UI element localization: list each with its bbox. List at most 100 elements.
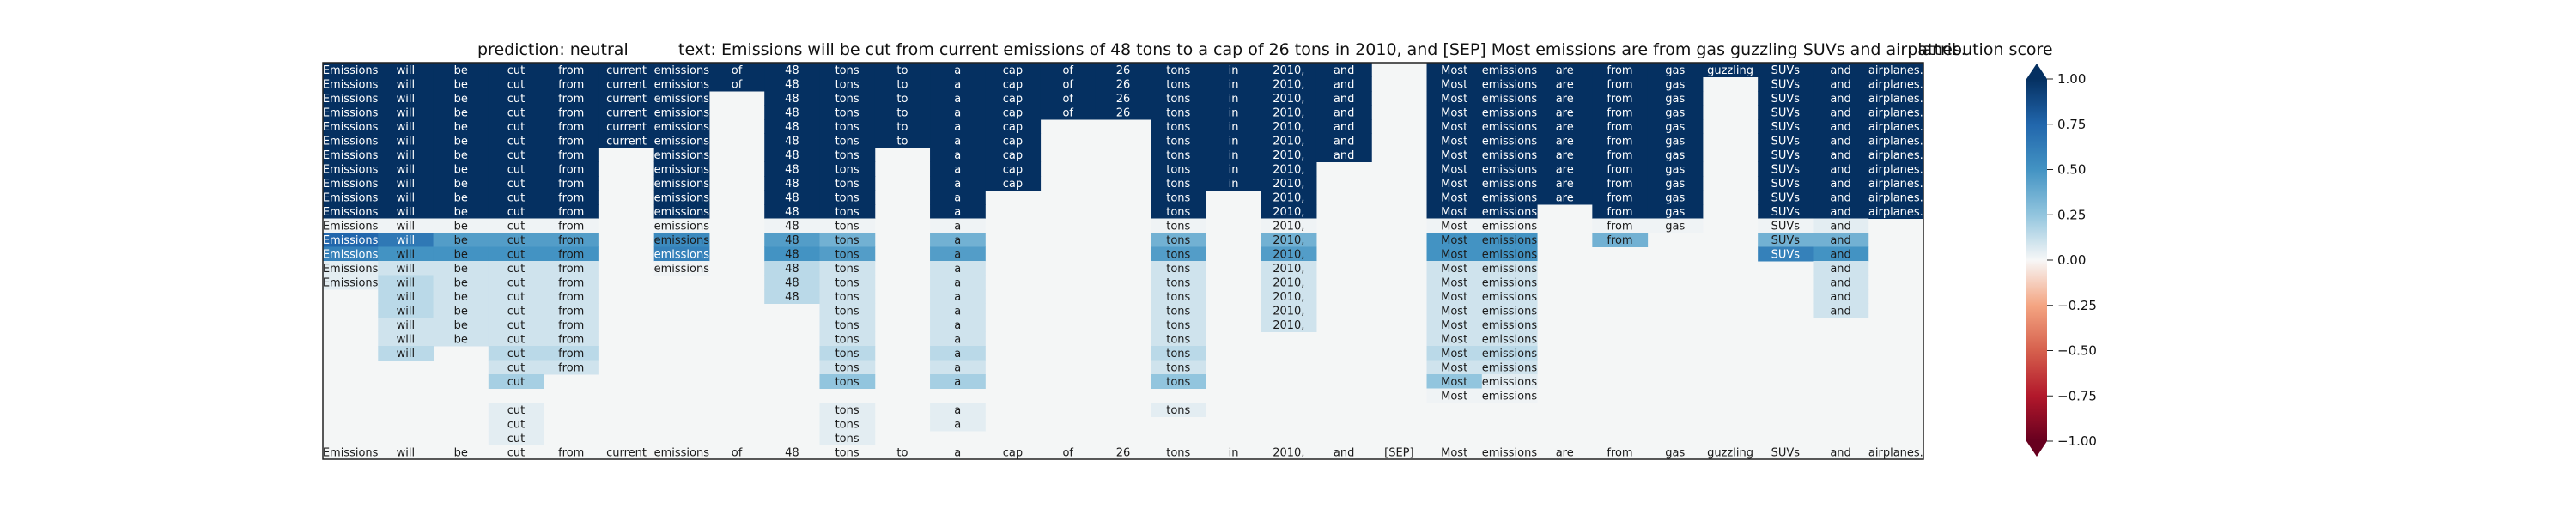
heatmap-cell <box>1481 246 1538 262</box>
heatmap-cell <box>1758 233 1814 247</box>
heatmap-cell <box>488 119 544 134</box>
heatmap-cell <box>1592 204 1649 219</box>
cell-token-label: and <box>1830 263 1850 276</box>
heatmap-cell <box>1261 275 1317 290</box>
cell-token-label: tons <box>1166 291 1190 304</box>
heatmap-cell <box>1813 105 1869 120</box>
cell-token-label: Most <box>1441 178 1467 191</box>
cell-token-label: Most <box>1441 248 1467 261</box>
cell-token-label: Most <box>1441 333 1467 346</box>
cell-token-label: will <box>397 333 415 346</box>
heatmap-cell <box>1315 63 1372 77</box>
cell-token-label: gas <box>1665 78 1685 91</box>
cell-token-label: Most <box>1441 276 1467 289</box>
cell-token-label: cut <box>507 191 525 204</box>
heatmap-cell <box>544 331 599 347</box>
cell-token-label: airplanes. <box>1868 135 1923 148</box>
heatmap-cell <box>1481 374 1538 389</box>
cell-token-label: will <box>397 163 415 176</box>
heatmap-cell <box>598 63 655 77</box>
heatmap-cell <box>488 275 544 290</box>
heatmap-cell <box>653 119 710 134</box>
heatmap-cell <box>1647 105 1704 120</box>
cell-token-label: be <box>454 206 468 219</box>
cell-token-label: tons <box>835 106 860 119</box>
cell-token-label: a <box>954 404 961 417</box>
cell-token-label: Emissions <box>323 263 379 276</box>
cell-token-label: from <box>558 348 584 360</box>
heatmap-cell <box>1592 218 1649 233</box>
cell-token-label: 2010, <box>1273 305 1304 318</box>
heatmap-cell <box>378 190 434 205</box>
heatmap-cell <box>378 246 434 262</box>
cell-token-label: will <box>397 220 415 233</box>
cell-token-label: will <box>397 78 415 91</box>
cell-token-label: and <box>1830 121 1850 134</box>
heatmap-cell <box>378 161 434 177</box>
heatmap-cell <box>598 76 655 92</box>
cell-token-label: emissions <box>1482 178 1538 191</box>
cell-token-label: gas <box>1665 178 1685 191</box>
heatmap-cell <box>433 318 489 332</box>
cell-token-label: and <box>1830 163 1850 176</box>
cell-token-label: a <box>954 348 961 360</box>
cell-token-label: be <box>454 64 468 77</box>
cell-token-label: a <box>954 319 961 332</box>
cell-token-label: cut <box>507 263 525 276</box>
heatmap-cell <box>930 119 986 134</box>
heatmap-cell <box>764 218 820 233</box>
cell-token-label: and <box>1830 305 1850 318</box>
heatmap-cell <box>930 346 986 360</box>
heatmap-cell <box>764 204 820 219</box>
cell-token-label: Most <box>1441 64 1467 77</box>
cell-token-label: airplanes. <box>1868 206 1923 219</box>
cell-token-label: and <box>1830 93 1850 106</box>
cell-token-label: tons <box>835 93 860 106</box>
heatmap-cell <box>1151 374 1206 389</box>
cell-token-label: to <box>896 135 908 148</box>
heatmap-cell <box>1813 233 1869 247</box>
cell-token-label: tons <box>1166 263 1190 276</box>
heatmap-cell <box>819 105 876 120</box>
cell-token-label: emissions <box>1482 121 1538 134</box>
cell-token-label: cut <box>507 276 525 289</box>
heatmap-cell <box>1481 133 1538 148</box>
heatmap-cell <box>819 190 876 205</box>
heatmap-cell <box>488 416 544 432</box>
cell-token-label: SUVs <box>1771 106 1801 119</box>
heatmap-cell <box>1758 105 1814 120</box>
cell-token-label: emissions <box>654 191 710 204</box>
token-label: airplanes. <box>1868 446 1923 459</box>
heatmap-cell <box>764 148 820 162</box>
heatmap-cell <box>1261 161 1317 177</box>
heatmap-cell <box>1813 204 1869 219</box>
heatmap-cell <box>433 233 489 247</box>
heatmap-cell <box>764 275 820 290</box>
heatmap-cell <box>764 161 820 177</box>
heatmap-cell <box>1592 105 1649 120</box>
cell-token-label: be <box>454 191 468 204</box>
cell-token-label: Most <box>1441 390 1467 403</box>
heatmap-cell <box>874 63 931 77</box>
cell-token-label: 48 <box>785 291 799 304</box>
cell-token-label: a <box>954 263 961 276</box>
heatmap-cell <box>488 318 544 332</box>
cell-token-label: cut <box>507 248 525 261</box>
cell-token-label: be <box>454 135 468 148</box>
token-label: be <box>454 446 468 459</box>
heatmap-cell <box>1426 91 1483 106</box>
heatmap-cell <box>1040 63 1097 77</box>
cell-token-label: will <box>397 305 415 318</box>
heatmap-cell <box>1151 204 1206 219</box>
cell-token-label: current <box>606 64 647 77</box>
heatmap-cell <box>819 360 876 375</box>
cell-token-label: cut <box>507 220 525 233</box>
heatmap-cell <box>985 91 1042 106</box>
cell-token-label: a <box>954 248 961 261</box>
heatmap-cell <box>1813 246 1869 262</box>
heatmap-cell <box>1537 190 1593 205</box>
cell-token-label: are <box>1556 121 1574 134</box>
heatmap-cell <box>1261 246 1317 262</box>
cell-token-label: airplanes. <box>1868 93 1923 106</box>
cell-token-label: tons <box>1166 163 1190 176</box>
